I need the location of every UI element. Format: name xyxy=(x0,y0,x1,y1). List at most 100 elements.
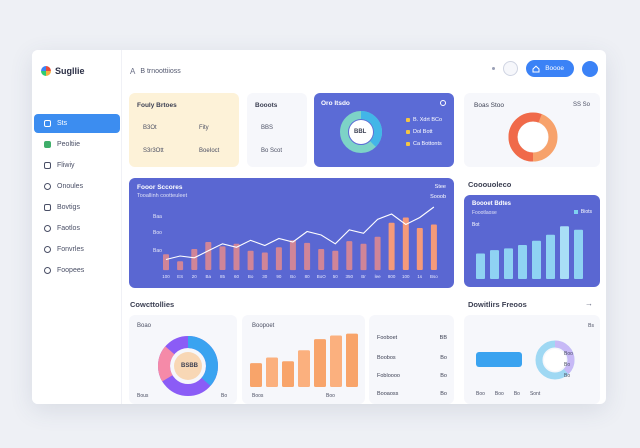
chart-bar[interactable] xyxy=(346,241,353,270)
right-bar-card[interactable]: Boooet Bdtes Foootlaose Biots Bot xyxy=(464,195,600,287)
chart-bar[interactable] xyxy=(261,252,268,271)
x-tick: Bo xyxy=(248,274,254,279)
primary-button[interactable]: Boooe xyxy=(526,60,574,77)
chart-bar[interactable] xyxy=(416,228,423,270)
chart-bar[interactable] xyxy=(330,335,342,387)
card-badge: SS So xyxy=(572,102,590,108)
chart-bar[interactable] xyxy=(282,361,294,387)
x-tick: 60 xyxy=(234,274,240,279)
chart-bar[interactable] xyxy=(163,254,169,271)
sidebar-item-4[interactable]: Bovtigs xyxy=(34,198,120,217)
main-chart-card[interactable]: Fooor Sccores Tooallinh cootteuleet Stee… xyxy=(129,178,454,288)
chart-bar[interactable] xyxy=(518,245,527,279)
chart-bar[interactable] xyxy=(219,246,226,270)
sidebar-item-label: Peoltiie xyxy=(57,141,80,148)
home-icon xyxy=(44,120,51,127)
chart-bar[interactable] xyxy=(560,226,569,279)
x-tick: Bo xyxy=(290,274,296,279)
summary-card-2[interactable]: Booots BBS Bo Scot xyxy=(247,93,307,167)
bottom-donut-card[interactable]: Boao BSBB Bous Bo xyxy=(129,315,237,404)
donut-chart xyxy=(340,111,382,153)
legend-item: B. Xdrt BCo xyxy=(406,117,442,123)
sidebar-nav: Sts Peoltiie Fliwiy Onoules Bovtigs Faot… xyxy=(32,114,122,282)
chart-bar[interactable] xyxy=(250,363,262,387)
more-icon[interactable] xyxy=(492,67,496,70)
users-icon xyxy=(44,183,51,190)
bottom-right-card[interactable]: Bs Boo Bo Bo Boo Boo Bo Sont xyxy=(464,315,600,404)
chart-bar[interactable] xyxy=(532,240,541,279)
settings-icon[interactable] xyxy=(440,100,446,106)
list-value: Bo xyxy=(440,391,447,397)
box-icon xyxy=(44,225,51,232)
arrow-right-icon[interactable]: → xyxy=(585,299,593,308)
bottom-bar-chart xyxy=(250,333,358,387)
chart-bar[interactable] xyxy=(314,339,326,387)
chart-bar[interactable] xyxy=(304,242,311,270)
chart-bar[interactable] xyxy=(318,249,325,270)
chart-bar[interactable] xyxy=(266,357,278,387)
chart-right-label: Stee xyxy=(434,184,446,190)
donut-card-orange[interactable]: Boas Stoo SS So xyxy=(464,93,600,167)
search-icon[interactable] xyxy=(503,61,519,76)
bottom-list-card[interactable]: Fooboet BB Boobos Bo Fobloooo Bo Booaoss… xyxy=(369,315,454,404)
sidebar-item-7[interactable]: Foopees xyxy=(34,261,120,280)
chart-bar[interactable] xyxy=(205,242,212,270)
x-tick: 90 xyxy=(276,274,282,279)
right-panel-title: Cooouoleco xyxy=(468,180,512,189)
avatar[interactable] xyxy=(582,60,598,77)
bottom-bars-card[interactable]: Boopoet Boos Boo xyxy=(242,315,365,404)
list-row[interactable]: Booaoss Bo xyxy=(377,391,447,397)
legend-label: Dol Bott xyxy=(413,129,433,135)
chart-bar[interactable] xyxy=(298,350,310,387)
app-window: Sugllie Sts Peoltiie Fliwiy Onoules Bovt… xyxy=(32,50,606,404)
donut-card-blue[interactable]: Oro Itsdo BBL B. Xdrt BCo Dol Bott Ca Bo… xyxy=(314,93,454,167)
primary-button-label: Boooe xyxy=(545,65,564,72)
list-value: Bo xyxy=(440,373,447,379)
card-label: Boao xyxy=(137,323,152,329)
chart-bar[interactable] xyxy=(490,250,499,279)
card-title: Boas Stoo xyxy=(474,102,504,109)
sidebar-item-5[interactable]: Faotlos xyxy=(34,219,120,238)
legend-swatch xyxy=(406,130,410,134)
chart-bar[interactable] xyxy=(275,247,282,271)
chart-bar[interactable] xyxy=(546,234,555,279)
home-icon xyxy=(532,65,540,72)
sidebar-item-2[interactable]: Fliwiy xyxy=(34,156,120,175)
app-logo[interactable]: Sugllie xyxy=(41,66,85,76)
chart-right-label: Sooob xyxy=(430,194,446,200)
chart-bar[interactable] xyxy=(247,250,254,271)
breadcrumb-prefix: A xyxy=(130,67,136,76)
chart-bar[interactable] xyxy=(360,243,367,271)
card-title: Boooet Bdtes xyxy=(472,201,511,207)
chart-bar[interactable] xyxy=(476,253,485,280)
chart-bar[interactable] xyxy=(402,217,409,271)
sidebar-item-1[interactable]: Peoltiie xyxy=(34,135,120,154)
list-row[interactable]: Fooboet BB xyxy=(377,335,447,341)
chart-bar[interactable] xyxy=(177,261,184,271)
chart-bar[interactable] xyxy=(388,222,395,271)
chart-bar[interactable] xyxy=(191,249,198,270)
chart-bar[interactable] xyxy=(374,236,381,271)
chart-bar[interactable] xyxy=(504,248,513,279)
chart-bar[interactable] xyxy=(430,224,437,271)
chart-bar[interactable] xyxy=(346,333,358,387)
footer-item: Boo xyxy=(494,391,504,397)
x-tick: BoO xyxy=(317,274,327,279)
breadcrumb-text[interactable]: B trnoottiioss xyxy=(140,68,181,75)
chart-bar[interactable] xyxy=(233,243,240,271)
list-row[interactable]: Fobloooo Bo xyxy=(377,373,447,379)
chart-bar[interactable] xyxy=(289,240,296,271)
summary-card-1[interactable]: Fouly Brtoes B3Ot Fity S3r3Ott BoeIoct xyxy=(129,93,239,167)
chart-bar[interactable] xyxy=(574,229,583,279)
x-tick: Bso xyxy=(430,274,438,279)
footer-row: Boo Boo Bo Sont xyxy=(476,391,540,397)
chart-bar[interactable] xyxy=(332,250,339,271)
list-row[interactable]: Boobos Bo xyxy=(377,355,447,361)
right-bar-chart xyxy=(476,226,583,280)
card-value: Bo Scot xyxy=(261,148,283,154)
sidebar-item-0[interactable]: Sts xyxy=(34,114,120,133)
card-foot-right: Boo xyxy=(326,393,335,399)
sidebar-item-3[interactable]: Onoules xyxy=(34,177,120,196)
legend-label: Ca Bottonts xyxy=(413,141,442,147)
sidebar-item-6[interactable]: Fonvrles xyxy=(34,240,120,259)
